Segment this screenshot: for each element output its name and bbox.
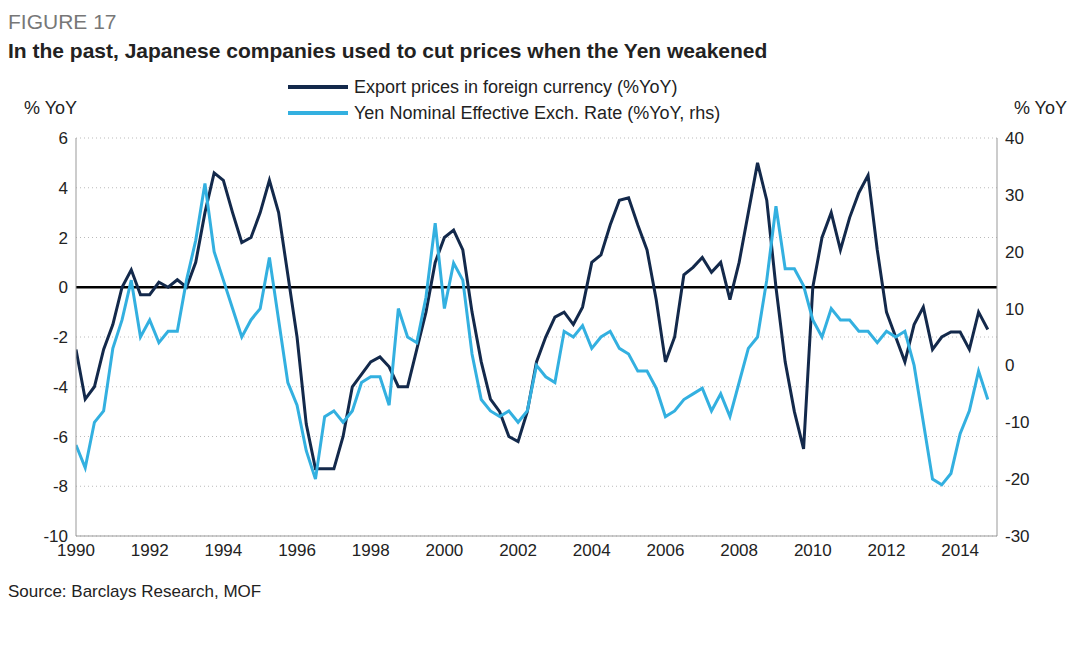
svg-text:-30: -30 bbox=[1005, 527, 1030, 546]
svg-text:40: 40 bbox=[1005, 129, 1024, 148]
svg-text:0: 0 bbox=[1005, 356, 1014, 375]
svg-text:2006: 2006 bbox=[647, 541, 685, 560]
svg-text:2002: 2002 bbox=[499, 541, 537, 560]
svg-text:-6: -6 bbox=[53, 428, 68, 447]
svg-text:30: 30 bbox=[1005, 186, 1024, 205]
svg-text:-10: -10 bbox=[43, 527, 68, 546]
svg-text:10: 10 bbox=[1005, 300, 1024, 319]
svg-text:2004: 2004 bbox=[573, 541, 611, 560]
html-text:Export prices in foreign curre: Export prices in foreign currency (%YoY) bbox=[354, 76, 678, 97]
svg-text:-10: -10 bbox=[1005, 413, 1030, 432]
svg-text:2014: 2014 bbox=[941, 541, 979, 560]
html-text:% YoY: % YoY bbox=[1013, 98, 1067, 118]
svg-text:1990: 1990 bbox=[57, 541, 95, 561]
svg-text:2012: 2012 bbox=[868, 541, 906, 560]
svg-text:2000: 2000 bbox=[425, 541, 463, 560]
svg-text:-8: -8 bbox=[53, 477, 68, 496]
svg-text:1998: 1998 bbox=[352, 541, 390, 560]
svg-text:-20: -20 bbox=[1005, 470, 1030, 489]
svg-text:0: 0 bbox=[59, 278, 68, 297]
html-text:In the past, Japanese companie: In the past, Japanese companies used to … bbox=[8, 39, 768, 62]
svg-text:2008: 2008 bbox=[720, 541, 758, 560]
svg-text:6: 6 bbox=[59, 129, 68, 148]
svg-text:1994: 1994 bbox=[204, 541, 242, 560]
svg-text:1996: 1996 bbox=[278, 541, 316, 560]
svg-text:4: 4 bbox=[59, 179, 68, 198]
svg-text:2: 2 bbox=[59, 229, 68, 248]
svg-text:-4: -4 bbox=[53, 378, 68, 397]
html-text:Source: Barclays Research, MOF: Source: Barclays Research, MOF bbox=[8, 582, 262, 601]
svg-text:20: 20 bbox=[1005, 243, 1024, 262]
svg-text:1992: 1992 bbox=[131, 541, 169, 560]
svg-text:-2: -2 bbox=[53, 328, 68, 347]
html-text:% YoY: % YoY bbox=[24, 98, 78, 118]
html-text:FIGURE 17: FIGURE 17 bbox=[8, 10, 117, 33]
html-text:Yen Nominal Effective Exch. Ra: Yen Nominal Effective Exch. Rate (%YoY, … bbox=[354, 102, 721, 123]
svg-text:2010: 2010 bbox=[794, 541, 832, 560]
